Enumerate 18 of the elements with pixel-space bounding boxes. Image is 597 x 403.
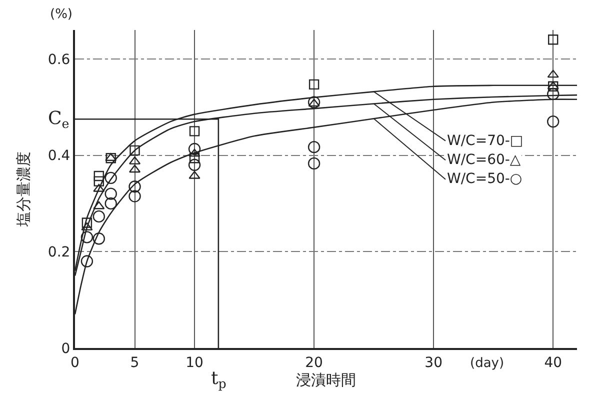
annotation: W/C=60-△ (447, 152, 521, 168)
y-tick-label: 0.2 (48, 244, 70, 261)
x-tick-label: 30 (424, 354, 442, 371)
x-tick-label: 20 (305, 354, 323, 371)
x-tick-label: 40 (544, 354, 562, 371)
annotation: W/C=70-□ (447, 133, 524, 149)
annotation: W/C=50-○ (447, 171, 522, 187)
text: (%) (50, 7, 72, 22)
y-tick-label: 0 (61, 340, 70, 357)
text: (day) (470, 356, 504, 371)
x-tick-label: 10 (186, 354, 204, 371)
y-tick-label: 0.4 (48, 148, 70, 164)
x-axis-title: 浸漬時間 (296, 370, 356, 389)
x-tick-label: 5 (130, 354, 140, 371)
y-axis-title: 塩分量濃度 (14, 152, 33, 228)
annotation: t$_{p}$ (211, 368, 226, 391)
annotation: C$_{e}$ (48, 108, 70, 131)
y-tick-label: 0.6 (48, 52, 70, 68)
